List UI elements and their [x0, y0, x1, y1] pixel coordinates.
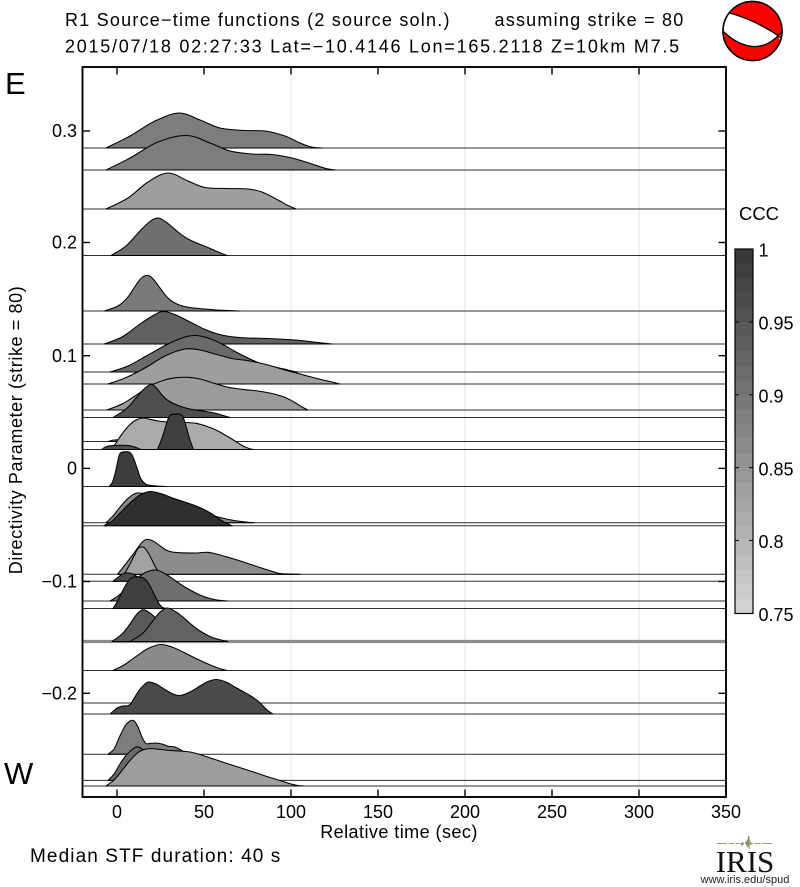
svg-text:0.3: 0.3	[52, 121, 77, 141]
svg-text:assuming strike = 80: assuming strike = 80	[495, 10, 685, 30]
svg-text:200: 200	[450, 802, 480, 822]
svg-text:0.95: 0.95	[759, 314, 794, 334]
svg-text:0.9: 0.9	[759, 386, 784, 406]
svg-text:0.85: 0.85	[759, 459, 794, 479]
svg-text:0.8: 0.8	[759, 532, 784, 552]
svg-text:E: E	[5, 66, 26, 101]
svg-text:0.1: 0.1	[52, 346, 77, 366]
svg-text:0.75: 0.75	[759, 605, 794, 625]
svg-text:Relative time (sec): Relative time (sec)	[320, 822, 478, 842]
svg-text:300: 300	[624, 802, 654, 822]
svg-text:W: W	[4, 756, 34, 791]
svg-text:−0.1: −0.1	[41, 572, 77, 592]
svg-text:350: 350	[711, 802, 741, 822]
svg-text:2015/07/18 02:27:33 Lat=−10.4: 2015/07/18 02:27:33 Lat=−10.4146 Lon=165…	[65, 37, 681, 57]
svg-text:−0.2: −0.2	[41, 684, 77, 704]
svg-text:1: 1	[759, 241, 769, 261]
svg-text:IRIS: IRIS	[716, 844, 775, 879]
svg-text:150: 150	[363, 802, 393, 822]
svg-text:www.iris.edu/spud: www.iris.edu/spud	[700, 874, 790, 886]
svg-text:Directivity Parameter (strike: Directivity Parameter (strike = 80)	[6, 286, 26, 575]
svg-text:CCC: CCC	[739, 203, 779, 224]
svg-text:R1 Source−time functions (2 so: R1 Source−time functions (2 source soln.…	[65, 10, 451, 30]
svg-text:100: 100	[276, 802, 306, 822]
svg-text:0.2: 0.2	[52, 233, 77, 253]
svg-text:0: 0	[112, 802, 122, 822]
svg-text:250: 250	[537, 802, 567, 822]
svg-text:Median STF duration: 40 s: Median STF duration: 40 s	[30, 846, 281, 867]
svg-text:0: 0	[67, 459, 77, 479]
svg-text:50: 50	[194, 802, 214, 822]
